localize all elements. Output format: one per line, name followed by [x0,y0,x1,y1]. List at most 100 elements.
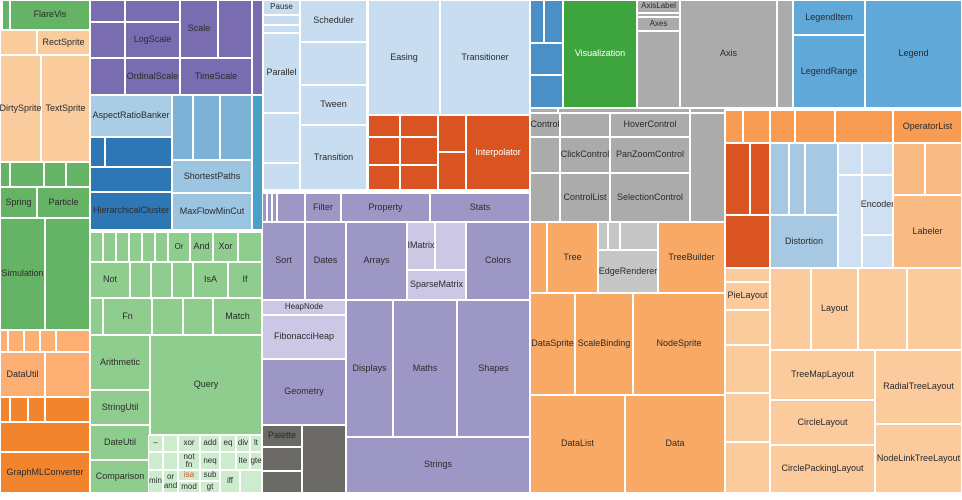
treemap-cell[interactable] [263,25,300,33]
cell-timescale[interactable]: TimeScale [180,58,252,95]
cell-aspectratiobanker[interactable]: AspectRatioBanker [90,95,172,137]
treemap-cell[interactable] [252,0,263,95]
treemap-cell[interactable] [743,110,770,143]
treemap-cell[interactable] [725,268,770,282]
cell-layout[interactable]: Layout [811,268,858,350]
treemap-cell[interactable] [116,232,129,262]
treemap-cell[interactable] [725,442,770,493]
cell-add[interactable]: add [200,435,220,452]
treemap-cell[interactable] [770,143,789,215]
cell-circlelayout[interactable]: CircleLayout [770,400,875,445]
treemap-cell[interactable] [90,22,125,58]
cell-isa[interactable]: IsA [193,262,228,298]
treemap-cell[interactable] [90,0,125,22]
treemap-cell[interactable] [183,298,213,335]
treemap-cell[interactable] [805,143,838,215]
cell-tree[interactable]: Tree [547,222,598,293]
cell-lte[interactable]: lte [236,452,250,470]
cell-legend[interactable]: Legend [865,0,962,108]
treemap-cell[interactable] [28,397,45,422]
treemap-cell[interactable] [0,162,10,187]
treemap-cell[interactable] [300,42,367,85]
treemap-cell[interactable] [238,232,262,262]
treemap-cell[interactable] [56,330,90,352]
cell-shapes[interactable]: Shapes [457,300,530,437]
treemap-cell[interactable] [435,222,466,270]
treemap-cell[interactable] [368,137,400,165]
treemap-cell[interactable] [152,298,183,335]
treemap-cell[interactable] [835,110,893,143]
cell-textsprite[interactable]: TextSprite [41,55,90,162]
cell-controllist[interactable]: ControlList [560,173,610,222]
treemap-cell[interactable] [530,75,563,108]
cell-dirtysprite[interactable]: DirtySprite [0,55,42,162]
treemap-cell[interactable] [0,422,90,452]
treemap-cell[interactable] [263,163,300,190]
treemap-cell[interactable] [925,143,962,195]
cell-scheduler[interactable]: Scheduler [300,0,367,42]
cell-or-and[interactable]: or and [163,470,178,493]
cell-treebuilder[interactable]: TreeBuilder [658,222,725,293]
treemap-cell[interactable] [858,268,907,350]
treemap-cell[interactable] [777,0,793,108]
treemap-cell[interactable] [90,298,103,335]
treemap-cell[interactable] [220,95,252,160]
cell-fn[interactable]: Fn [103,298,152,335]
treemap-cell[interactable] [608,222,620,250]
treemap-cell[interactable] [438,115,466,152]
cell-property[interactable]: Property [341,193,430,222]
cell-strings[interactable]: Strings [346,437,530,493]
treemap-cell[interactable] [0,397,10,422]
treemap-cell[interactable] [725,110,743,143]
treemap-cell[interactable] [770,110,795,143]
treemap-cell[interactable] [103,232,116,262]
treemap-cell[interactable] [438,152,466,190]
treemap-cell[interactable] [400,165,438,190]
treemap-cell[interactable] [690,108,725,113]
treemap-cell[interactable] [90,58,125,95]
cell-stringutil[interactable]: StringUtil [90,390,150,425]
treemap-cell[interactable] [155,232,168,262]
treemap-cell[interactable] [8,330,24,352]
cell-gte[interactable]: gte [250,452,262,470]
cell-rectsprite[interactable]: RectSprite [37,30,90,55]
cell-tween[interactable]: Tween [300,85,367,125]
cell-sub[interactable]: sub [200,470,220,481]
treemap-cell[interactable] [690,113,725,222]
cell-transition[interactable]: Transition [300,125,367,190]
treemap-cell[interactable] [558,108,690,113]
cell-or[interactable]: Or [168,232,190,262]
cell-graphmlconverter[interactable]: GraphMLConverter [0,452,90,493]
treemap-cell[interactable] [302,425,346,493]
cell-distortion[interactable]: Distortion [770,215,838,268]
treemap-cell[interactable] [105,137,172,167]
cell-labeler[interactable]: Labeler [893,195,962,268]
cell-isa[interactable]: isa [178,470,200,481]
treemap-cell[interactable] [40,330,56,352]
treemap-cell[interactable] [795,110,835,143]
treemap-cell[interactable] [263,113,300,163]
treemap-cell[interactable] [148,452,163,470]
cell-colors[interactable]: Colors [466,222,530,300]
treemap-cell[interactable] [130,262,151,298]
treemap-cell[interactable] [750,143,770,215]
treemap-cell[interactable] [262,193,267,222]
treemap-cell[interactable] [277,193,305,222]
treemap-cell[interactable] [530,137,560,173]
treemap-cell[interactable] [10,397,28,422]
treemap-cell[interactable] [725,310,770,345]
cell-logscale[interactable]: LogScale [125,22,180,58]
treemap-cell[interactable] [637,13,680,17]
treemap-cell[interactable] [90,167,172,192]
cell-palette[interactable]: Palette [262,425,302,447]
cell-nodesprite[interactable]: NodeSprite [633,293,725,395]
cell-legendrange[interactable]: LegendRange [793,35,865,108]
cell-gt[interactable]: gt [200,481,220,493]
cell-control[interactable]: Control [530,113,560,137]
treemap-cell[interactable] [725,393,770,442]
cell-fibonacciheap[interactable]: FibonacciHeap [262,315,346,359]
treemap-cell[interactable] [530,222,547,293]
cell-maxflowmincut[interactable]: MaxFlowMinCut [172,193,252,230]
cell-query[interactable]: Query [150,335,262,435]
cell-match[interactable]: Match [213,298,262,335]
